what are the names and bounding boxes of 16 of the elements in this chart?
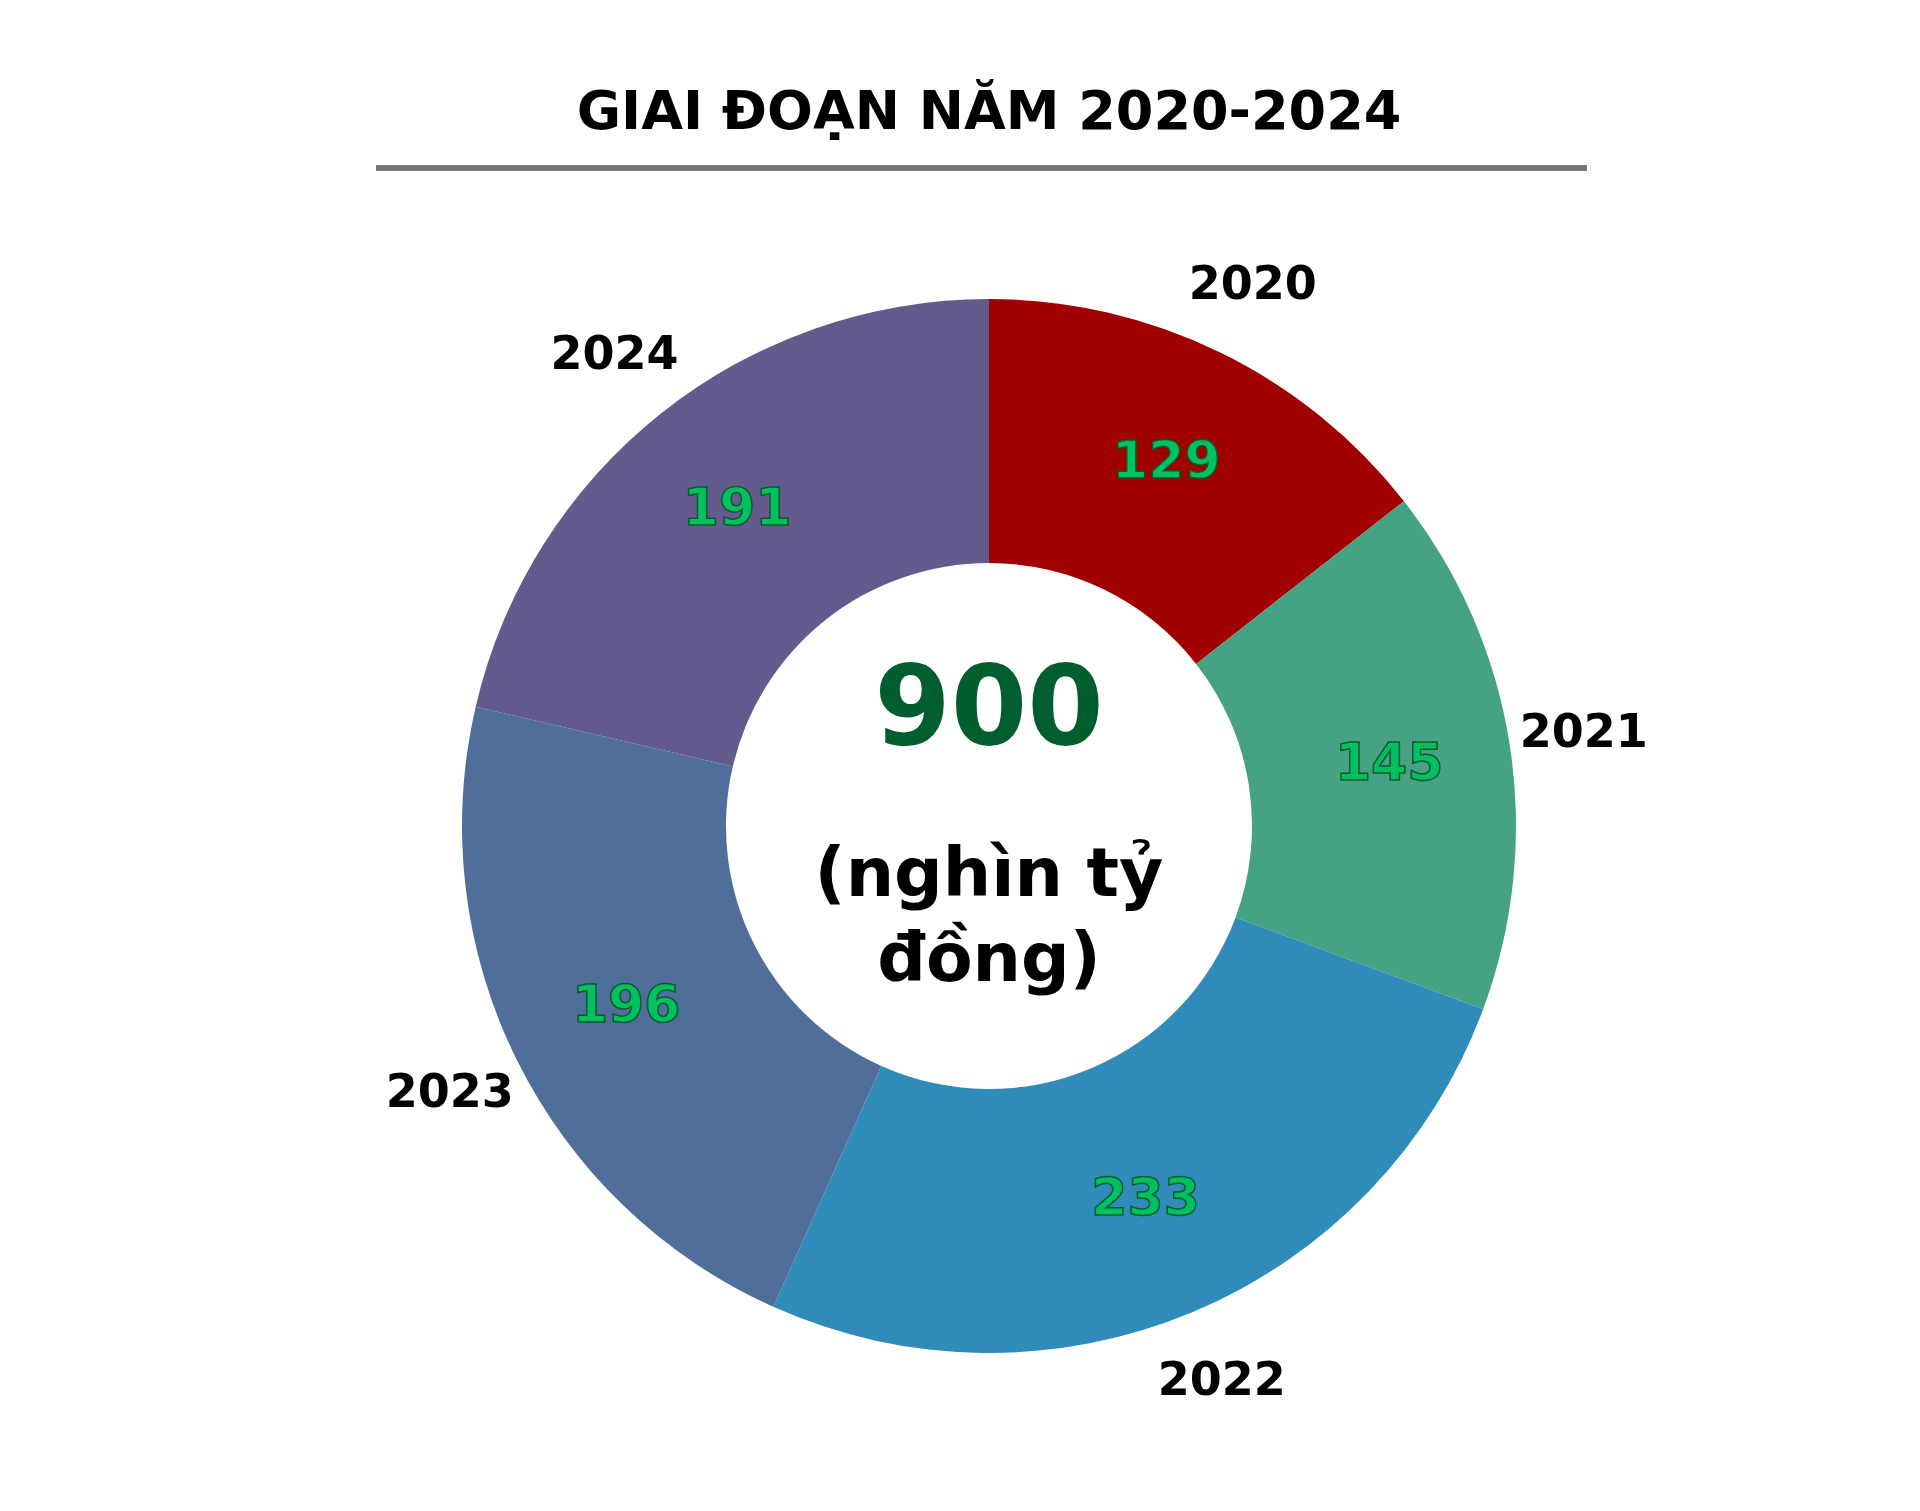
slice-label: 2023 bbox=[385, 1064, 514, 1119]
text: (nghìn tỷ đồng) bbox=[814, 833, 1164, 997]
data-label: 145 bbox=[1334, 731, 1444, 792]
data-label: 233 bbox=[1091, 1167, 1200, 1228]
data-label: 129 bbox=[1112, 429, 1221, 490]
text: 900 bbox=[874, 642, 1104, 770]
slice-label: 2022 bbox=[1157, 1352, 1286, 1407]
donut-slice bbox=[773, 917, 1484, 1353]
slice-label: 2021 bbox=[1519, 704, 1648, 759]
data-label: 191 bbox=[682, 476, 792, 537]
slice-label: 2024 bbox=[550, 325, 679, 380]
slice-label: 2020 bbox=[1188, 255, 1317, 310]
data-label: 196 bbox=[571, 973, 681, 1034]
donut-slice bbox=[1196, 501, 1516, 1010]
chart-title: GIAI ĐOẠN NĂM 2020-2024 bbox=[576, 79, 1402, 142]
donut-slice bbox=[989, 299, 1404, 664]
